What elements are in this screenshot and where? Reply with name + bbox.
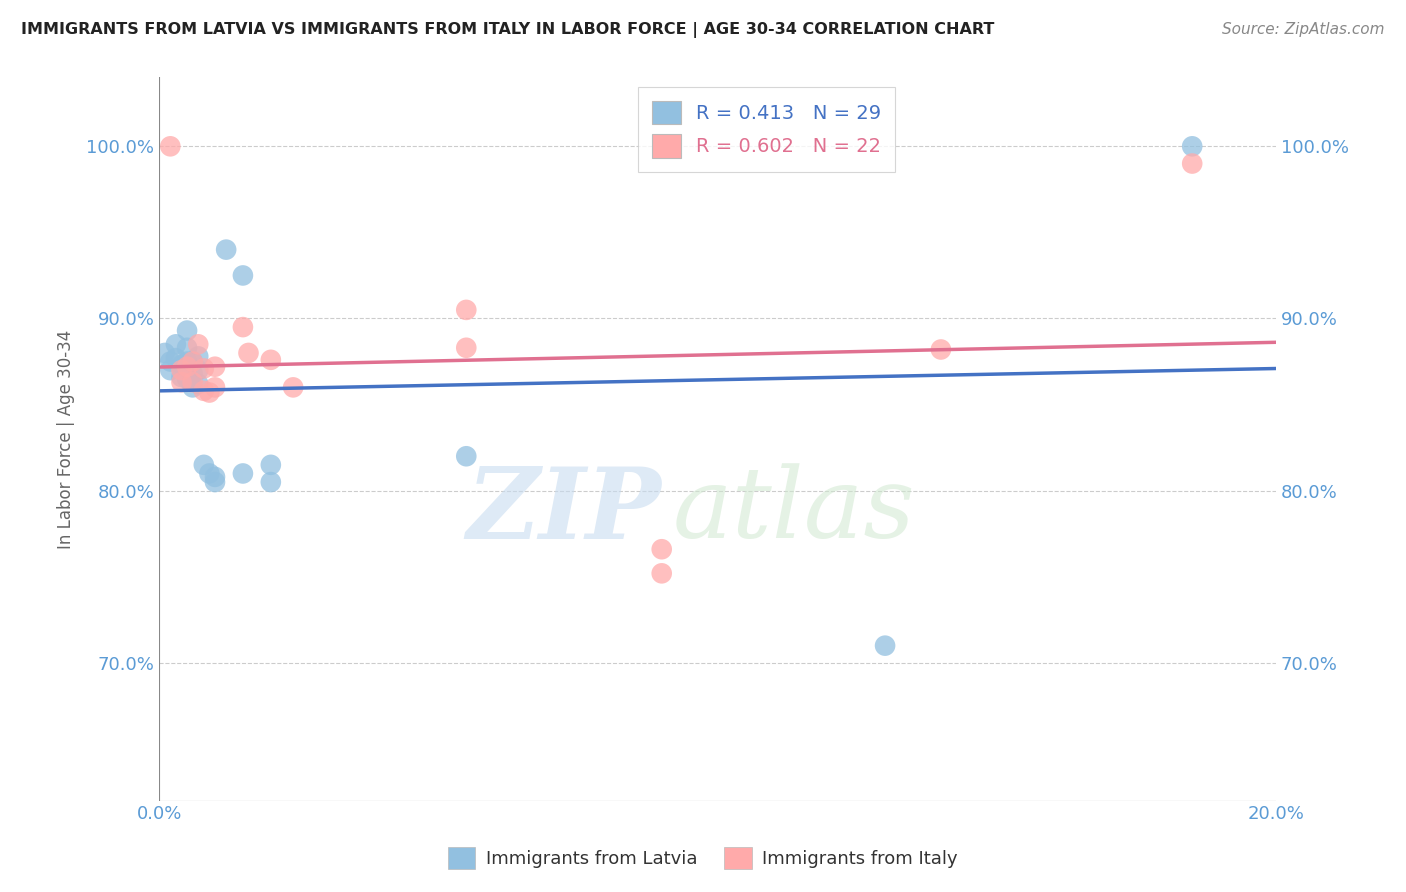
Point	[159, 139, 181, 153]
Point	[456, 449, 478, 463]
Point	[181, 380, 204, 394]
Point	[170, 370, 193, 384]
Point	[456, 341, 478, 355]
Point	[170, 358, 193, 372]
Point	[204, 475, 226, 489]
Point	[238, 346, 260, 360]
Point	[283, 380, 305, 394]
Point	[193, 458, 215, 472]
Point	[176, 324, 198, 338]
Legend: R = 0.413   N = 29, R = 0.602   N = 22: R = 0.413 N = 29, R = 0.602 N = 22	[638, 87, 896, 171]
Text: IMMIGRANTS FROM LATVIA VS IMMIGRANTS FROM ITALY IN LABOR FORCE | AGE 30-34 CORRE: IMMIGRANTS FROM LATVIA VS IMMIGRANTS FRO…	[21, 22, 994, 38]
Point	[204, 359, 226, 374]
Legend: Immigrants from Latvia, Immigrants from Italy: Immigrants from Latvia, Immigrants from …	[439, 838, 967, 879]
Text: ZIP: ZIP	[467, 463, 662, 559]
Point	[1181, 139, 1204, 153]
Point	[176, 359, 198, 374]
Point	[260, 352, 283, 367]
Point	[232, 320, 254, 334]
Point	[651, 566, 673, 581]
Point	[193, 361, 215, 376]
Point	[170, 375, 193, 389]
Point	[193, 384, 215, 398]
Point	[153, 346, 176, 360]
Point	[456, 302, 478, 317]
Point	[260, 475, 283, 489]
Point	[232, 268, 254, 283]
Point	[165, 351, 187, 365]
Point	[1181, 156, 1204, 170]
Y-axis label: In Labor Force | Age 30-34: In Labor Force | Age 30-34	[58, 329, 75, 549]
Point	[181, 367, 204, 381]
Point	[165, 337, 187, 351]
Text: atlas: atlas	[673, 464, 915, 559]
Point	[170, 363, 193, 377]
Point	[873, 639, 896, 653]
Point	[260, 458, 283, 472]
Point	[159, 363, 181, 377]
Point	[159, 354, 181, 368]
Point	[198, 385, 221, 400]
Point	[176, 372, 198, 386]
Point	[929, 343, 952, 357]
Point	[187, 376, 209, 391]
Point	[204, 380, 226, 394]
Point	[181, 375, 204, 389]
Text: Source: ZipAtlas.com: Source: ZipAtlas.com	[1222, 22, 1385, 37]
Point	[181, 354, 204, 368]
Point	[198, 467, 221, 481]
Point	[187, 350, 209, 364]
Point	[187, 337, 209, 351]
Point	[651, 542, 673, 557]
Point	[187, 363, 209, 377]
Point	[176, 354, 198, 368]
Point	[204, 470, 226, 484]
Point	[215, 243, 238, 257]
Point	[176, 341, 198, 355]
Point	[181, 354, 204, 368]
Point	[232, 467, 254, 481]
